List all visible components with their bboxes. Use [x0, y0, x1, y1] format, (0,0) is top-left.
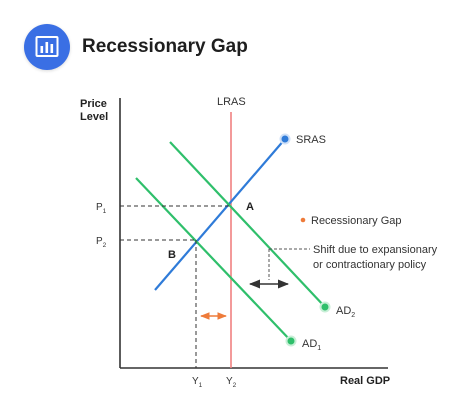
y2-tick-label: Y2: [226, 376, 237, 389]
shift-annotation-line1: Shift due to expansionary: [313, 244, 438, 256]
sras-endpoint: [279, 133, 291, 145]
gap-legend-label: Recessionary Gap: [311, 215, 402, 227]
ad1-line: [135, 177, 292, 342]
sras-label: SRAS: [296, 134, 326, 146]
ad2-endpoint: [319, 301, 331, 313]
sras-line: [154, 138, 286, 291]
ad2-label: AD2: [336, 305, 355, 319]
y1-tick-label: Y1: [192, 376, 203, 389]
point-a-label: A: [246, 201, 254, 213]
ad1-endpoint: [285, 335, 297, 347]
point-b-label: B: [168, 249, 176, 261]
ad1-label: AD1: [302, 338, 321, 352]
bar-chart-icon: [24, 24, 70, 70]
header: Recessionary Gap: [0, 0, 474, 90]
x-axis-label: Real GDP: [340, 375, 390, 387]
lras-label: LRAS: [217, 96, 246, 108]
y-axis-label: Price: [80, 98, 107, 110]
gap-legend-bullet: [300, 217, 306, 223]
p1-tick-label: P1: [96, 202, 107, 215]
p2-tick-label: P2: [96, 236, 107, 249]
page-title: Recessionary Gap: [82, 36, 248, 57]
shift-annotation-line2: or contractionary policy: [313, 259, 427, 271]
ad2-line: [169, 141, 326, 308]
y-axis-label-line2: Level: [80, 111, 108, 123]
